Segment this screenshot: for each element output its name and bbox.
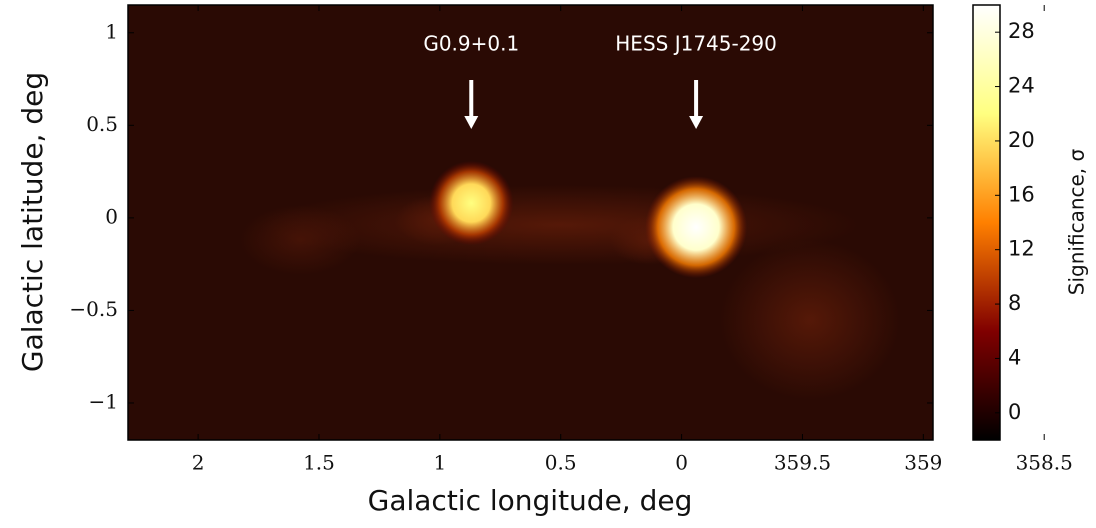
colorbar [972, 4, 1001, 441]
colorbar-tick-label: 16 [1008, 182, 1035, 206]
x-axis-label: Galactic longitude, deg [368, 484, 693, 517]
colorbar-tick-label: 20 [1008, 128, 1035, 152]
colorbar-tick-label: 8 [1008, 291, 1021, 315]
colorbar-tick-label: 24 [1008, 74, 1035, 98]
diffuse-emission [720, 240, 900, 400]
source-arrowhead [689, 116, 704, 129]
y-axis-label: Galactic latitude, deg [16, 72, 49, 372]
x-tick-label: 0 [675, 451, 688, 475]
x-tick-label: 358.5 [1016, 451, 1073, 475]
x-tick-label: 0.5 [545, 451, 577, 475]
source-blob [429, 160, 514, 246]
x-tick-label: 2 [192, 451, 205, 475]
colorbar-tick-label: 4 [1008, 345, 1021, 369]
y-tick-label: 0 [105, 204, 118, 228]
y-tick-label: 0.5 [86, 112, 118, 136]
plot-frame [127, 4, 934, 441]
y-tick-label: 1 [105, 19, 118, 43]
colorbar-tick-label: 0 [1008, 400, 1021, 424]
x-tick-label: 1.5 [303, 451, 335, 475]
source-arrowhead [464, 116, 479, 129]
source-label: HESS J1745-290 [615, 32, 777, 56]
y-tick-label: −0.5 [69, 297, 118, 321]
source-label: G0.9+0.1 [423, 32, 519, 56]
source-blob [645, 176, 748, 279]
colorbar-tick-label: 28 [1008, 19, 1035, 43]
diffuse-emission [240, 205, 360, 275]
colorbar-tick-label: 12 [1008, 237, 1035, 261]
map [128, 5, 933, 440]
x-tick-label: 359.5 [774, 451, 831, 475]
y-tick-label: −1 [89, 389, 118, 413]
x-tick-label: 1 [433, 451, 446, 475]
x-tick-label: 359 [904, 451, 942, 475]
colorbar-label: Significance, σ [1065, 148, 1089, 295]
